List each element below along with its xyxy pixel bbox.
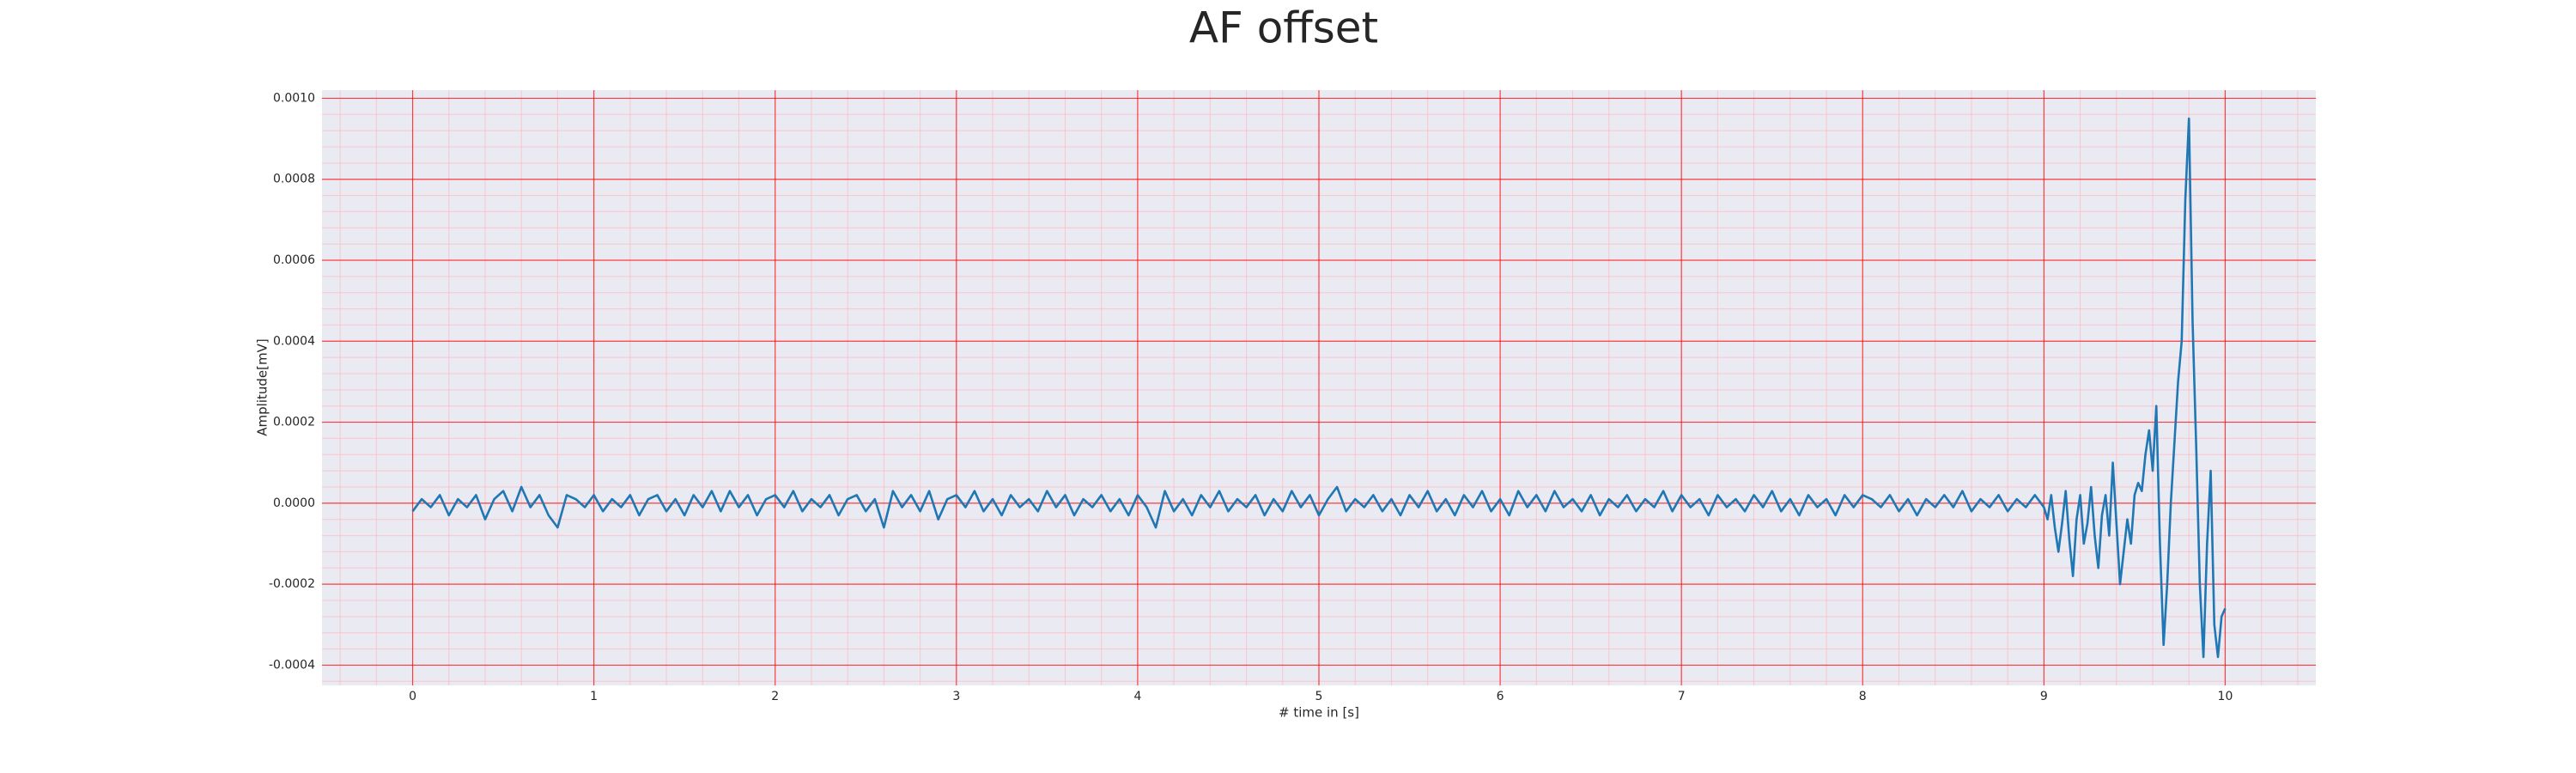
y-tick-label: -0.0002 bbox=[269, 577, 315, 591]
y-tick-label: 0.0010 bbox=[273, 91, 315, 105]
x-tick-label: 6 bbox=[1497, 690, 1504, 703]
x-tick-label: 4 bbox=[1133, 690, 1141, 703]
y-tick-label: 0.0000 bbox=[273, 496, 315, 510]
x-tick-label: 8 bbox=[1859, 690, 1867, 703]
y-tick-label: -0.0004 bbox=[269, 658, 315, 672]
x-tick-label: 0 bbox=[409, 690, 416, 703]
grid bbox=[322, 90, 2316, 685]
x-tick-label: 10 bbox=[2218, 690, 2233, 703]
y-axis-label: Amplitude[mV] bbox=[255, 338, 270, 435]
x-tick-label: 3 bbox=[952, 690, 960, 703]
y-tick-label: 0.0002 bbox=[273, 416, 315, 429]
x-tick-label: 7 bbox=[1678, 690, 1686, 703]
signal-line bbox=[411, 117, 2227, 659]
y-tick-label: 0.0008 bbox=[273, 173, 315, 186]
x-tick-label: 9 bbox=[2040, 690, 2048, 703]
y-tick-label: 0.0004 bbox=[273, 334, 315, 348]
x-tick-label: 2 bbox=[771, 690, 779, 703]
chart-title: AF offset bbox=[1189, 3, 1378, 53]
x-axis-label: # time in [s] bbox=[1279, 705, 1359, 721]
x-tick-label: 5 bbox=[1315, 690, 1323, 703]
y-tick-label: 0.0006 bbox=[273, 253, 315, 267]
x-tick-label: 1 bbox=[590, 690, 598, 703]
